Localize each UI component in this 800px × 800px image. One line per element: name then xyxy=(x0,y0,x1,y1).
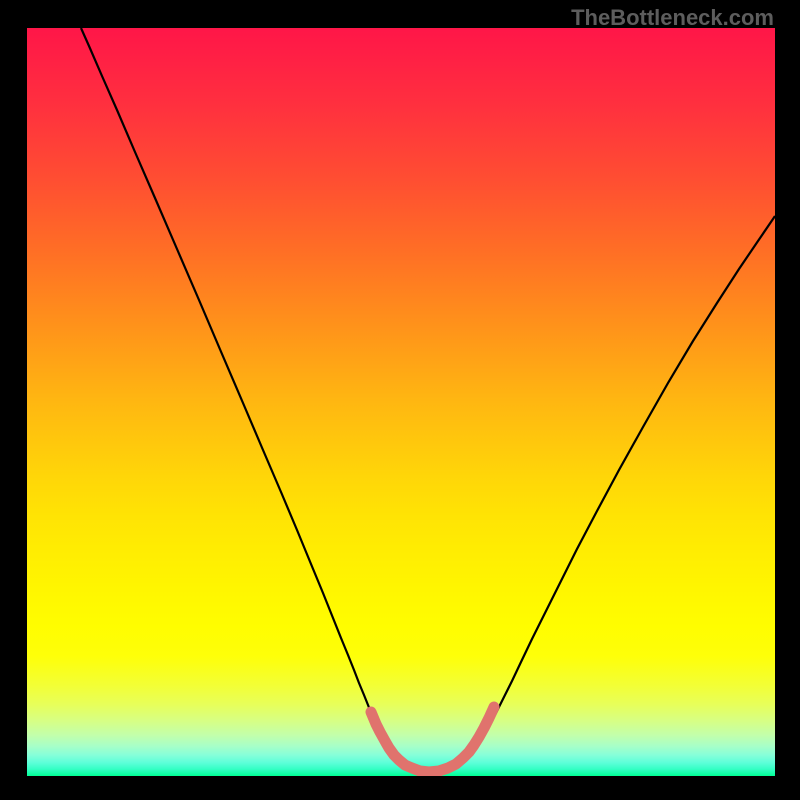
plot-area xyxy=(27,28,775,776)
bottleneck-curve xyxy=(81,28,775,773)
curve-layer xyxy=(27,28,775,776)
watermark-text: TheBottleneck.com xyxy=(571,5,774,31)
bottleneck-curve-highlight xyxy=(371,707,494,772)
